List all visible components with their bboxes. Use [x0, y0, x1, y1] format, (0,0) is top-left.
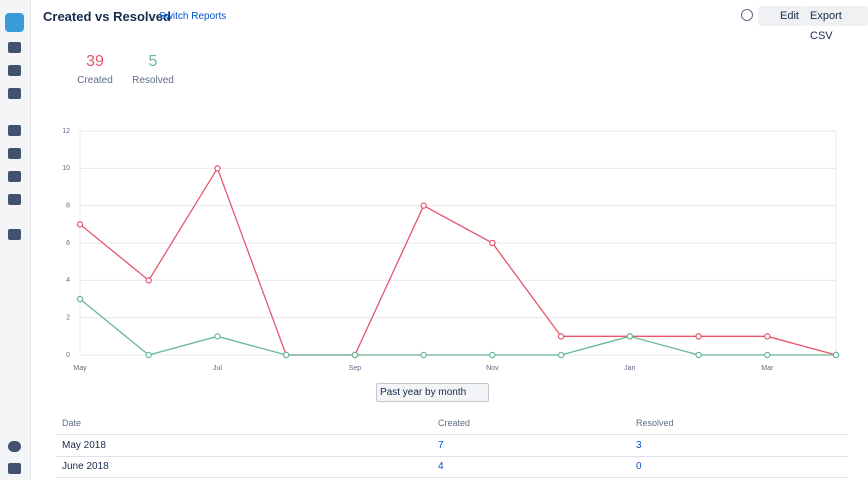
app-logo[interactable]: [5, 13, 24, 32]
data-point: [420, 202, 427, 209]
data-point: [695, 351, 702, 359]
y-tick-label: 2: [66, 315, 70, 322]
data-point: [764, 351, 771, 359]
stat: 39 Created: [65, 53, 125, 86]
export-button[interactable]: Export CSV: [803, 6, 868, 42]
x-tick-label: Jul: [213, 365, 222, 372]
data-point: [695, 333, 702, 340]
col-header: Resolved: [636, 418, 674, 428]
nav-icon[interactable]: [8, 125, 21, 136]
edit-button[interactable]: Edit: [758, 6, 806, 26]
y-tick-label: 4: [66, 277, 70, 284]
settings-icon[interactable]: [8, 441, 21, 452]
data-point: [351, 351, 359, 359]
info-icon[interactable]: [741, 9, 753, 21]
stat-label: Created: [77, 75, 113, 86]
nav-icon[interactable]: [8, 88, 21, 99]
x-tick-label: Mar: [761, 365, 774, 372]
page-title: Created vs Resolved: [43, 9, 171, 24]
nav-icon[interactable]: [8, 194, 21, 205]
data-point: [214, 333, 221, 340]
cell-link[interactable]: 4: [438, 461, 444, 472]
nav-icon[interactable]: [8, 65, 21, 76]
data-point: [557, 351, 565, 359]
data-point: [489, 239, 496, 247]
cell-link[interactable]: 3: [636, 440, 642, 451]
series-line: [79, 298, 836, 356]
x-tick-label: Jan: [624, 365, 635, 372]
data-point: [764, 333, 771, 340]
cell-link[interactable]: 7: [438, 440, 444, 451]
nav-icon[interactable]: [8, 42, 21, 53]
sidebar: [0, 0, 31, 480]
row-divider: [56, 434, 848, 435]
nav-icon[interactable]: [8, 171, 21, 182]
nav-icon[interactable]: [8, 148, 21, 159]
data-point: [626, 333, 634, 340]
col-header: Date: [62, 418, 82, 428]
data-point: [282, 351, 290, 359]
row-divider: [56, 477, 848, 478]
row-divider: [56, 456, 848, 457]
x-tick-label: Nov: [486, 365, 499, 372]
y-tick-label: 10: [62, 165, 70, 172]
col-header: Created: [438, 418, 471, 428]
data-point: [76, 221, 84, 228]
switch-reports[interactable]: Switch Reports: [159, 11, 227, 22]
stat-value: 5: [148, 53, 158, 70]
period-select[interactable]: Past year by month: [376, 383, 489, 402]
stat-label: Resolved: [132, 75, 174, 86]
x-tick-label: Sep: [349, 365, 362, 372]
data-point: [557, 333, 565, 340]
y-tick-label: 12: [62, 128, 70, 135]
data-point: [420, 351, 427, 359]
cell: May 2018: [62, 440, 106, 451]
y-tick-label: 8: [66, 203, 70, 210]
data-point: [489, 351, 496, 359]
data-point: [214, 165, 221, 172]
y-tick-label: 6: [66, 240, 70, 247]
nav-icon[interactable]: [8, 229, 21, 240]
cell-link[interactable]: 0: [636, 461, 642, 472]
x-tick-label: May: [73, 365, 87, 372]
data-point: [76, 295, 84, 303]
y-tick-label: 0: [66, 352, 70, 359]
expand-icon[interactable]: [8, 463, 21, 474]
cell: June 2018: [62, 461, 109, 472]
period-text: Past year by month: [380, 387, 467, 398]
data-point: [145, 277, 152, 284]
data-point: [832, 351, 840, 359]
chart: 0 2 4 6 8 10 12 May Jul Sep Nov Jan Mar: [62, 128, 840, 372]
stat-value: 39: [86, 53, 104, 70]
stat: 5 Resolved: [123, 53, 183, 86]
series-line: [79, 166, 837, 356]
data-point: [145, 351, 152, 359]
